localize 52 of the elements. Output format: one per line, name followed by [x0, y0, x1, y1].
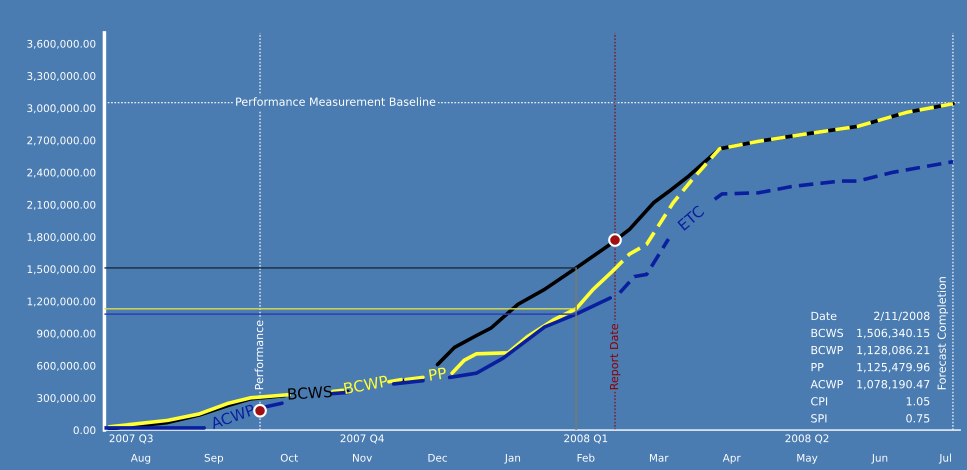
annotation: 2/11/2008 [874, 312, 930, 321]
y-tick-label: 1,200,000.00 [28, 297, 96, 306]
annotation: Date [812, 312, 836, 320]
annotation: CPI [811, 397, 828, 406]
ref-line-label: Report Date [610, 324, 620, 390]
annotation: BCWS [812, 328, 844, 338]
text: ACWP [210, 404, 256, 430]
annotation: BCWP [812, 346, 843, 354]
annotation: 1,506,340.15 [857, 328, 930, 338]
x-tick-label: Apr [722, 454, 741, 464]
y-tick-label: 900,000.00 [37, 330, 96, 339]
text: BCWP [344, 375, 388, 394]
y-tick-label: 2,700,000.00 [27, 136, 96, 146]
annotation: 1.05 [906, 397, 930, 406]
y-tick-label: 0.00 [74, 426, 96, 434]
x2-tick-label: 2007 Q3 [110, 434, 153, 444]
ref-line-label: Performance Measurement Baseline [236, 97, 436, 106]
annotation: 1,125,479.96 [857, 362, 930, 372]
annotation: ACWP [810, 380, 843, 388]
x-tick-label: Nov [353, 454, 372, 462]
x-tick-label: Jun [871, 454, 888, 464]
ref-line-label: Performance [254, 320, 264, 390]
y-tick-label: 2,100,000.00 [27, 200, 96, 210]
y-tick-label: 3,000,000.00 [27, 104, 96, 114]
y-tick-label: 300,000.00 [37, 394, 96, 404]
x2-tick-label: 2007 Q4 [340, 434, 384, 444]
annotation: 1,128,086.21 [857, 346, 930, 356]
y-tick-label: 2,400,000.00 [27, 168, 96, 178]
y-tick-label: 3,300,000.00 [27, 72, 96, 82]
x-tick-label: May [797, 454, 818, 464]
x-tick-label: Dec [428, 454, 447, 462]
x-tick-label: Feb [578, 454, 594, 462]
x2-tick-label: 2008 Q2 [786, 434, 828, 444]
x-tick-label: Jul [938, 454, 951, 464]
y-tick-label: 600,000.00 [37, 362, 96, 371]
x-tick-label: Jan [504, 454, 520, 464]
x-tick-label: Mar [650, 454, 669, 462]
y-tick-label: 1,800,000.00 [28, 233, 96, 242]
annotation: 0.75 [906, 414, 930, 423]
x2-tick-label: 2008 Q1 [564, 434, 608, 444]
annotation: PP [812, 363, 824, 372]
series-label: BCWS [288, 386, 332, 400]
x-tick-label: Sep [204, 454, 224, 464]
annotation: 1,078,190.47 [857, 380, 930, 390]
ref-line-label: Forecast Completion [937, 277, 948, 390]
x-tick-label: Oct [280, 454, 298, 462]
annotation: SPI [811, 414, 826, 423]
y-tick-label: 3,600,000.00 [27, 40, 96, 49]
y-tick-label: 1,500,000.00 [28, 265, 96, 274]
text: ETC [677, 204, 705, 231]
text: PP [428, 367, 447, 381]
x-tick-label: Aug [130, 454, 150, 464]
